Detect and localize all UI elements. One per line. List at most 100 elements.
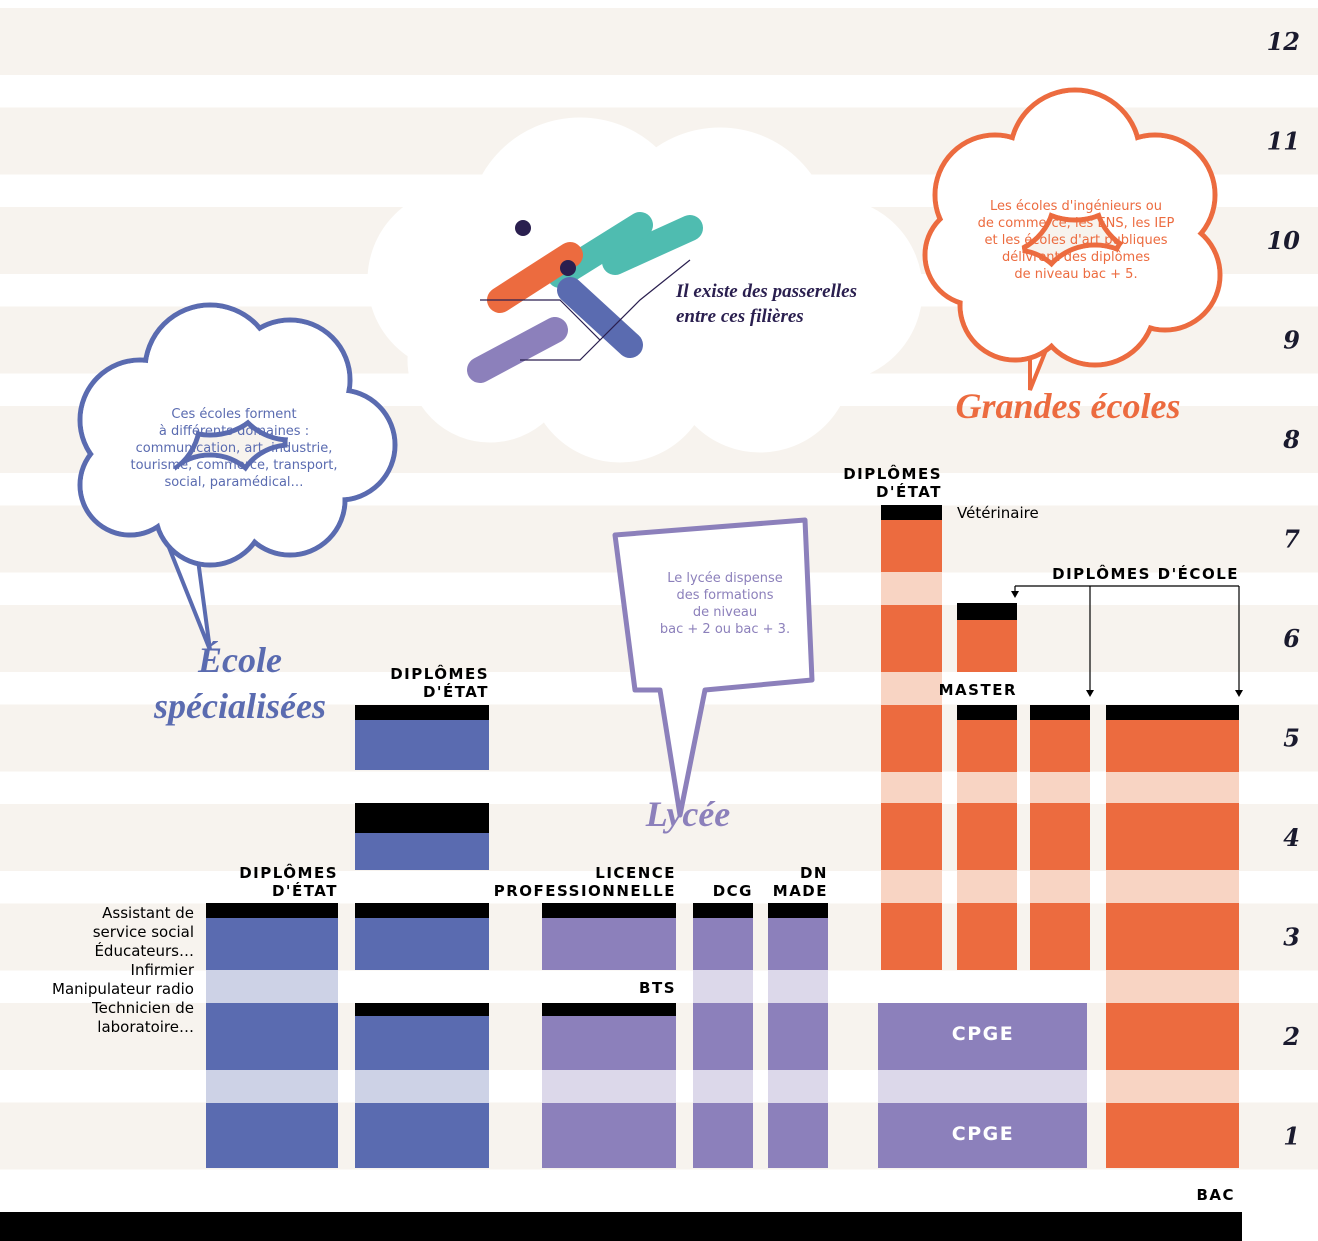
year-block bbox=[355, 1016, 489, 1070]
year-block bbox=[542, 1070, 676, 1103]
label: DIPLÔMES bbox=[843, 464, 942, 483]
label: DIPLÔMES D'ÉCOLE bbox=[1052, 564, 1239, 583]
year-block bbox=[1106, 1070, 1239, 1103]
year-block bbox=[542, 918, 676, 970]
diploma-cap bbox=[957, 705, 1017, 720]
year-block bbox=[542, 1103, 676, 1168]
year-block bbox=[1030, 803, 1090, 870]
diploma-cap bbox=[206, 903, 338, 918]
level-number: 11 bbox=[1267, 127, 1300, 156]
diploma-cap bbox=[355, 903, 489, 918]
profession: Manipulateur radio bbox=[52, 980, 194, 998]
label: PROFESSIONNELLE bbox=[494, 882, 676, 900]
level-number: 3 bbox=[1283, 923, 1300, 952]
profession: Infirmier bbox=[131, 961, 195, 979]
bubble-text: bac + 2 ou bac + 3. bbox=[660, 622, 790, 637]
label: MADE bbox=[773, 882, 828, 900]
year-block bbox=[1030, 903, 1090, 970]
diploma-cap bbox=[355, 1003, 489, 1016]
year-block bbox=[693, 1003, 753, 1070]
diploma-cap bbox=[542, 1003, 676, 1016]
year-block bbox=[957, 903, 1017, 970]
cloud-text: Les écoles d'ingénieurs ou bbox=[990, 199, 1162, 214]
cloud-text: communication, art, industrie, bbox=[136, 441, 333, 456]
label: CPGE bbox=[952, 1023, 1014, 1045]
cloud-text: à différents domaines : bbox=[159, 424, 309, 439]
year-block bbox=[957, 803, 1017, 870]
passerelles-text: entre ces filières bbox=[676, 306, 804, 327]
year-block bbox=[355, 1103, 489, 1168]
year-block bbox=[768, 970, 828, 1003]
year-block bbox=[881, 572, 942, 605]
level-number: 8 bbox=[1282, 425, 1300, 454]
level-number: 7 bbox=[1283, 525, 1300, 554]
passerelles-text: Il existe des passerelles bbox=[675, 281, 857, 302]
year-block bbox=[542, 1016, 676, 1070]
profession: Assistant de bbox=[102, 904, 194, 922]
year-block bbox=[1106, 1103, 1239, 1168]
label: Vétérinaire bbox=[957, 504, 1039, 522]
bubble-text: de niveau bbox=[693, 605, 757, 620]
level-number: 2 bbox=[1282, 1022, 1300, 1051]
level-number: 5 bbox=[1283, 724, 1300, 753]
year-block bbox=[881, 705, 942, 772]
arrow-head bbox=[1086, 690, 1094, 697]
year-block bbox=[1030, 720, 1090, 772]
year-block bbox=[881, 803, 942, 870]
year-block bbox=[693, 918, 753, 970]
infographic: 121110987654321Il existe des passerelles… bbox=[0, 0, 1318, 1241]
year-block bbox=[206, 1070, 338, 1103]
year-block bbox=[1030, 772, 1090, 803]
diploma-cap bbox=[355, 803, 489, 833]
label: BAC bbox=[1196, 1186, 1235, 1204]
diploma-cap bbox=[355, 705, 489, 720]
cloud-text: et les écoles d'art publiques bbox=[985, 233, 1168, 248]
cloud-text: social, paramédical… bbox=[164, 475, 303, 490]
year-block bbox=[206, 1003, 338, 1070]
year-block bbox=[1106, 803, 1239, 870]
logo-dot bbox=[515, 220, 531, 236]
section-title: spécialisées bbox=[153, 686, 326, 726]
profession: laboratoire… bbox=[97, 1018, 194, 1036]
diploma-cap bbox=[957, 603, 1017, 620]
year-block bbox=[1106, 903, 1239, 970]
year-block bbox=[355, 833, 489, 870]
year-block bbox=[768, 1103, 828, 1168]
year-block bbox=[881, 605, 942, 672]
level-number: 6 bbox=[1283, 624, 1300, 653]
diploma-cap bbox=[768, 903, 828, 918]
label: D'ÉTAT bbox=[876, 482, 942, 501]
year-block bbox=[355, 1070, 489, 1103]
label: DN bbox=[800, 864, 828, 882]
logo-dot bbox=[560, 260, 576, 276]
year-block bbox=[1106, 772, 1239, 803]
label: BTS bbox=[639, 979, 676, 997]
year-block bbox=[1106, 1003, 1239, 1070]
year-block bbox=[206, 918, 338, 970]
level-number: 12 bbox=[1267, 27, 1300, 56]
stripe bbox=[0, 8, 1318, 75]
level-number: 1 bbox=[1283, 1122, 1300, 1151]
year-block bbox=[1030, 870, 1090, 903]
diploma-cap bbox=[693, 903, 753, 918]
year-block bbox=[957, 772, 1017, 803]
arrow-head bbox=[1011, 591, 1019, 598]
profession: Technicien de bbox=[91, 999, 194, 1017]
year-block bbox=[206, 970, 338, 1003]
arrow-head bbox=[1235, 690, 1243, 697]
profession: Éducateurs… bbox=[94, 941, 194, 960]
diploma-cap bbox=[881, 505, 942, 520]
diploma-cap bbox=[1030, 705, 1090, 720]
year-block bbox=[206, 1103, 338, 1168]
year-block bbox=[693, 1103, 753, 1168]
year-block bbox=[1106, 720, 1239, 772]
label: LICENCE bbox=[595, 864, 676, 882]
level-number: 9 bbox=[1283, 326, 1300, 355]
year-block bbox=[693, 1070, 753, 1103]
label: CPGE bbox=[952, 1123, 1014, 1145]
cloud-text: Ces écoles forment bbox=[171, 407, 296, 422]
diploma-cap bbox=[1106, 705, 1239, 720]
cloud-text: de niveau bac + 5. bbox=[1014, 267, 1137, 282]
year-block bbox=[881, 870, 942, 903]
label: DIPLÔMES bbox=[390, 664, 489, 683]
